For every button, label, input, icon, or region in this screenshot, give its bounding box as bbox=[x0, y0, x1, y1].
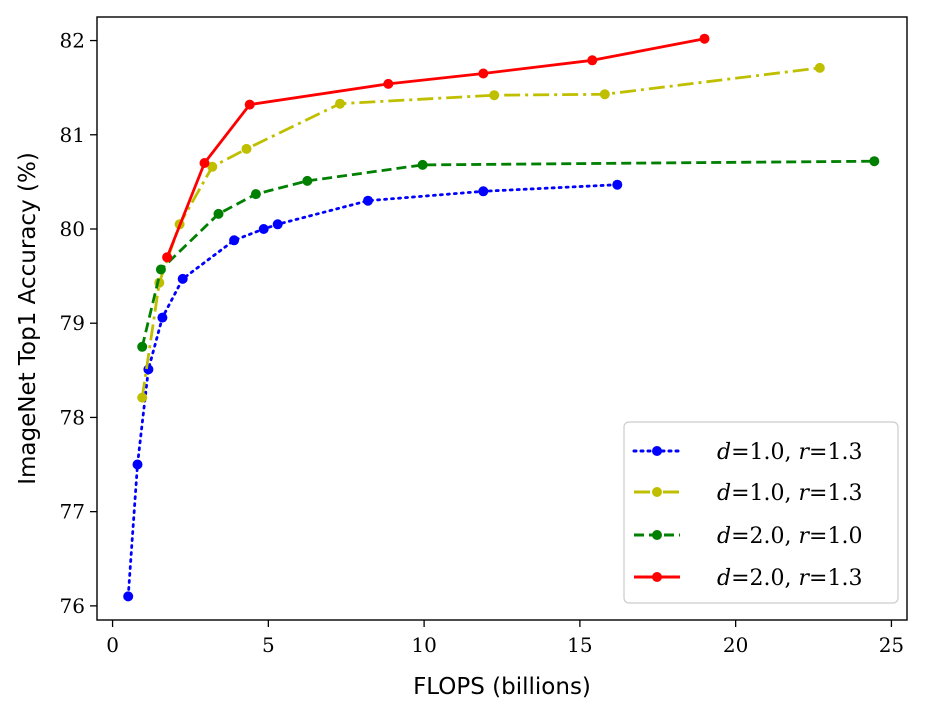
series-0-point-1 bbox=[132, 459, 143, 470]
x-tick-label-3: 15 bbox=[567, 633, 592, 657]
series-3-point-2 bbox=[244, 99, 255, 110]
series-3-point-6 bbox=[699, 33, 710, 44]
series-0-point-4 bbox=[177, 273, 188, 284]
y-axis: 76 77 78 79 80 81 82 bbox=[60, 29, 97, 618]
y-tick-label-2: 78 bbox=[60, 405, 85, 429]
series-layer bbox=[123, 33, 880, 602]
series-1-point-6 bbox=[489, 90, 500, 101]
series-0-point-10 bbox=[612, 179, 623, 190]
series-3-point-4 bbox=[478, 68, 489, 79]
series-2-point-0 bbox=[137, 341, 148, 352]
series-2-point-2 bbox=[213, 208, 224, 219]
legend-label-3: d=2.0, r=1.3 bbox=[717, 566, 862, 591]
legend-entry-d2-r13: d=2.0, r=1.3 bbox=[634, 566, 862, 591]
legend-label-0-val1: =1.0, bbox=[731, 440, 798, 465]
x-tick-label-4: 20 bbox=[723, 633, 748, 657]
legend-label-1-val1: =1.0, bbox=[731, 481, 798, 506]
x-axis: 0 5 10 15 20 25 bbox=[106, 620, 904, 657]
series-3-point-5 bbox=[587, 55, 598, 66]
y-tick-label-0: 76 bbox=[60, 594, 85, 618]
series-0-point-3 bbox=[157, 312, 168, 323]
series-1-point-3 bbox=[207, 161, 218, 172]
y-tick-label-6: 82 bbox=[60, 29, 85, 53]
y-axis-label: ImageNet Top1 Accuracy (%) bbox=[15, 152, 41, 485]
series-2-point-6 bbox=[869, 156, 880, 167]
legend-label-3-var1: d bbox=[717, 566, 731, 591]
legend-label-3-val2: =1.3 bbox=[809, 566, 862, 591]
plot-frame bbox=[96, 16, 908, 621]
series-0-point-6 bbox=[258, 224, 269, 234]
legend-label-2: d=2.0, r=1.0 bbox=[717, 524, 862, 549]
x-tick-label-1: 5 bbox=[262, 633, 275, 657]
x-tick-label-0: 0 bbox=[106, 633, 119, 657]
series-1-point-4 bbox=[241, 143, 252, 154]
series-2-point-1 bbox=[155, 264, 166, 275]
legend-label-0-val2: =1.3 bbox=[809, 440, 862, 465]
series-0-point-8 bbox=[363, 195, 373, 206]
legend-marker-3 bbox=[652, 572, 662, 582]
legend-label-2-val1: =2.0, bbox=[731, 524, 798, 549]
legend-label-1: d=1.0, r=1.3 bbox=[717, 481, 862, 506]
y-tick-label-3: 79 bbox=[60, 311, 85, 335]
y-tick-label-1: 77 bbox=[60, 500, 85, 524]
x-tick-label-5: 25 bbox=[879, 633, 904, 657]
legend-marker-2 bbox=[652, 530, 662, 540]
legend-label-1-var2: r bbox=[799, 481, 811, 506]
legend-label-2-var1: d bbox=[717, 524, 731, 549]
legend-label-0-var2: r bbox=[799, 440, 811, 465]
series-1-point-8 bbox=[814, 62, 825, 73]
series-2-point-4 bbox=[302, 175, 313, 186]
series-3-point-3 bbox=[383, 78, 394, 89]
y-tick-label-5: 81 bbox=[60, 123, 85, 147]
series-1-point-7 bbox=[599, 89, 610, 100]
series-0-point-0 bbox=[123, 591, 134, 602]
series-1-point-5 bbox=[335, 98, 345, 109]
series-0-point-9 bbox=[478, 186, 489, 197]
series-0-point-7 bbox=[272, 219, 283, 230]
legend: d=1.0, r=1.3 d=1.0, r=1.3 d=2.0, r=1.0 d… bbox=[623, 421, 899, 604]
series-1-point-0 bbox=[137, 392, 148, 403]
x-tick-label-2: 10 bbox=[411, 633, 436, 657]
series-0-point-2 bbox=[143, 364, 154, 375]
legend-entry-d1-r13: d=1.0, r=1.3 bbox=[634, 481, 862, 506]
legend-label-2-var2: r bbox=[799, 524, 811, 549]
legend-label-2-val2: =1.0 bbox=[809, 524, 862, 549]
series-2-point-5 bbox=[417, 159, 428, 170]
legend-label-0: d=1.0, r=1.3 bbox=[717, 440, 862, 465]
legend-entry-d1-r1: d=1.0, r=1.3 bbox=[632, 440, 862, 465]
legend-entry-d2-r1: d=2.0, r=1.0 bbox=[634, 524, 862, 549]
legend-label-1-val2: =1.3 bbox=[809, 481, 862, 506]
legend-label-0-var1: d bbox=[717, 440, 731, 465]
legend-label-3-var2: r bbox=[799, 566, 811, 591]
legend-label-1-var1: d bbox=[717, 481, 731, 506]
legend-marker-0 bbox=[652, 446, 662, 456]
series-0-point-5 bbox=[229, 235, 240, 246]
x-axis-label: FLOPS (billions) bbox=[413, 674, 591, 700]
series-line-1 bbox=[140, 66, 820, 398]
legend-box bbox=[623, 421, 899, 604]
series-3-point-1 bbox=[199, 158, 210, 168]
series-line-2 bbox=[140, 159, 875, 348]
legend-marker-1 bbox=[652, 487, 662, 497]
series-3-point-0 bbox=[162, 252, 173, 263]
series-line-0 bbox=[126, 183, 619, 598]
legend-label-3-val1: =2.0, bbox=[731, 566, 798, 591]
series-2-point-3 bbox=[250, 189, 261, 200]
y-tick-label-4: 80 bbox=[60, 217, 85, 241]
